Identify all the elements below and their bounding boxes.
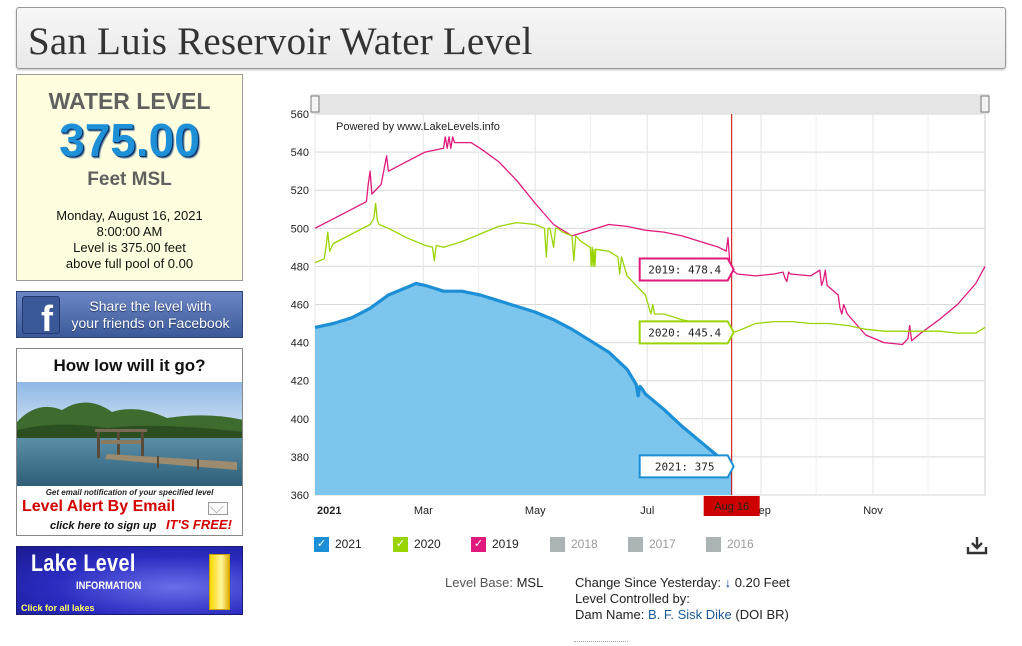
chart-svg: 560 540 520 500 480 460 440 420 400 380 360 2021 Mar… (291, 94, 990, 517)
facebook-icon: f (22, 296, 60, 334)
y-tick-label: 480 (291, 261, 309, 273)
legend-item-2017[interactable]: 2017 (628, 537, 676, 555)
page-title: San Luis Reservoir Water Level (28, 20, 533, 63)
envelope-icon (208, 502, 228, 515)
gauge-icon (209, 554, 230, 610)
series-2021-area (315, 283, 732, 495)
y-tick-label: 440 (291, 338, 309, 350)
x-tick-label: Jul (640, 505, 654, 517)
current-date-label: Aug 16 (714, 501, 749, 513)
checkbox-checked-icon: ✓ (393, 537, 408, 553)
lake-info-title: Lake Level (31, 550, 136, 577)
y-tick-label: 560 (291, 109, 309, 121)
level-line-1: Level is 375.00 feet (73, 240, 186, 255)
y-tick-label: 380 (291, 452, 309, 464)
ad-signup-link[interactable]: click here to sign up (50, 520, 157, 532)
reading-time: 8:00:00 AM (96, 224, 163, 239)
legend-label: 2016 (727, 537, 754, 551)
lake-dock-photo (17, 382, 242, 486)
checkbox-unchecked-icon (706, 537, 721, 553)
footer-divider (574, 641, 628, 642)
legend-label: 2019 (492, 537, 519, 551)
level-line-2: above full pool of 0.00 (65, 256, 194, 271)
x-tick-label: May (525, 505, 546, 517)
checkbox-unchecked-icon (628, 537, 643, 553)
x-tick-label: Mar (414, 505, 433, 517)
legend-item-2016[interactable]: 2016 (706, 537, 754, 555)
level-base-label: Level Base: (445, 575, 513, 590)
current-date-badge (703, 496, 760, 516)
water-level-panel: WATER LEVEL 375.00 Feet MSL Monday, Augu… (16, 74, 243, 281)
marker-label-2021: 2021: 375 (655, 460, 715, 473)
facebook-share-button[interactable]: f Share the level with your friends on F… (16, 291, 243, 338)
y-tick-label: 540 (291, 147, 309, 159)
facebook-line-1: Share the level with (89, 298, 212, 314)
ad-alert-heading: Level Alert By Email (22, 498, 176, 515)
dam-agency: (DOI BR) (735, 607, 789, 622)
marker-box-2020 (638, 320, 735, 345)
dam-label: Dam Name: (575, 607, 645, 622)
lake-level-info-banner[interactable]: Lake Level INFORMATION Click for all lak… (16, 546, 243, 615)
level-change-info: Change Since Yesterday: ↓ 0.20 Feet Leve… (575, 575, 790, 623)
series-2021-line (314, 281, 733, 468)
facebook-share-text: Share the level with your friends on Fac… (67, 298, 234, 332)
facebook-line-2: your friends on Facebook (71, 315, 230, 331)
down-arrow-icon: ↓ (724, 575, 732, 590)
ad-free-badge: IT'S FREE! (166, 517, 232, 532)
ad-title: How low will it go? (53, 356, 206, 375)
legend-item-2020[interactable]: ✓ 2020 (393, 537, 441, 555)
x-tick-label: 2021 (317, 505, 341, 517)
reading-date: Monday, August 16, 2021 (56, 208, 203, 223)
y-tick-label: 420 (291, 376, 309, 388)
marker-box-2019 (638, 257, 735, 282)
y-tick-label: 460 (291, 300, 309, 312)
water-level-chart: 560 540 520 500 480 460 440 420 400 380 360 2021 Mar… (270, 85, 1012, 525)
y-tick-label: 520 (291, 185, 309, 197)
ad-notification-text: Get email notification of your specified… (45, 488, 214, 497)
marker-box-2021 (638, 454, 735, 479)
range-handle-right[interactable] (980, 95, 990, 113)
y-tick-label: 500 (291, 223, 309, 235)
marker-label-2020: 2020: 445.4 (648, 326, 721, 339)
controlled-label: Level Controlled by: (575, 591, 690, 606)
water-level-info: Monday, August 16, 2021 8:00:00 AM Level… (17, 208, 242, 272)
y-tick-label: 400 (291, 414, 309, 426)
y-tick-label: 360 (291, 490, 309, 502)
level-base-value: MSL (516, 575, 544, 590)
navigator-bar (311, 94, 989, 114)
checkbox-checked-icon: ✓ (471, 537, 486, 553)
dam-name-link[interactable]: B. F. Sisk Dike (647, 607, 732, 622)
series-2019-line (314, 136, 986, 346)
checkbox-checked-icon: ✓ (314, 537, 329, 553)
water-level-value: 375.00 (59, 114, 200, 166)
legend-item-2019[interactable]: ✓ 2019 (471, 537, 519, 555)
marker-label-2019: 2019: 478.4 (648, 263, 721, 276)
lake-info-link: Click for all lakes (21, 603, 95, 613)
legend-label: 2017 (649, 537, 676, 551)
chart-credit: Powered by www.LakeLevels.info (336, 121, 500, 133)
legend-label: 2021 (335, 537, 362, 551)
lake-info-subtitle: INFORMATION (76, 580, 142, 592)
legend-item-2021[interactable]: ✓ 2021 (314, 537, 362, 555)
checkbox-unchecked-icon (550, 537, 565, 553)
series-2020-line (314, 202, 986, 334)
x-tick-label: Nov (863, 505, 883, 517)
legend-item-2018[interactable]: 2018 (550, 537, 598, 555)
range-handle-left[interactable] (310, 95, 320, 113)
change-label: Change Since Yesterday: (575, 575, 721, 590)
level-alert-ad[interactable]: How low will it go? Get email notificati… (16, 348, 243, 536)
water-level-unit: Feet MSL (87, 169, 172, 190)
title-bar: San Luis Reservoir Water Level (16, 7, 1006, 69)
level-base-info: Level Base: MSL (445, 575, 543, 591)
change-value: 0.20 Feet (734, 575, 790, 590)
legend-label: 2018 (571, 537, 598, 551)
chart-legend: ✓ 2021 ✓ 2020 ✓ 2019 2018 2017 2016 (314, 537, 994, 557)
download-icon[interactable] (966, 535, 988, 555)
legend-label: 2020 (414, 537, 441, 551)
water-level-heading: WATER LEVEL (48, 88, 211, 114)
